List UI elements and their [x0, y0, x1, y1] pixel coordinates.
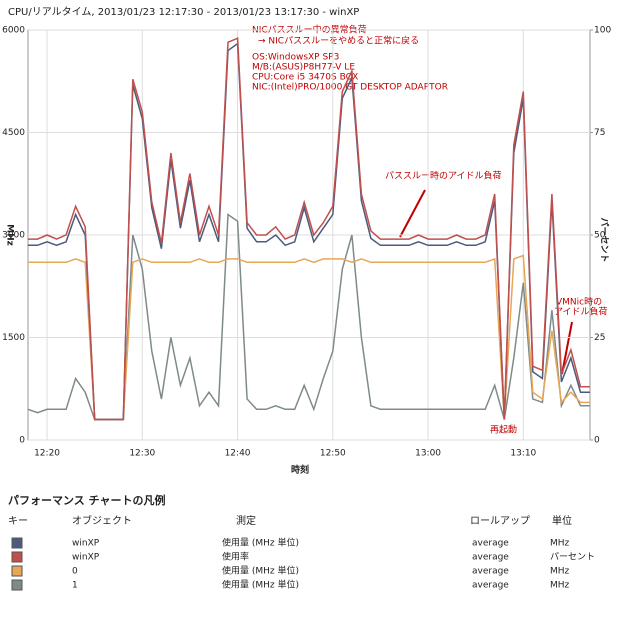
- legend-swatch: [11, 537, 23, 549]
- legend-rollup: average: [472, 539, 509, 549]
- legend-measure: 使用量 (MHz 単位): [222, 537, 299, 549]
- y-axis-label: MHz: [5, 224, 15, 246]
- annotation: M/B:(ASUS)P8H77-V LE: [252, 63, 355, 73]
- legend-header: ロールアップ: [470, 515, 530, 527]
- x-tick-label: 12:30: [129, 449, 155, 459]
- legend-object: 1: [72, 581, 78, 591]
- annotation: 再起動: [490, 425, 517, 436]
- legend-header: オブジェクト: [72, 514, 132, 527]
- legend-swatch: [11, 551, 23, 563]
- legend-unit: MHz: [550, 567, 570, 577]
- y-tick-label: 0: [19, 436, 25, 446]
- legend-unit: MHz: [550, 539, 570, 549]
- y-tick-label: 4500: [2, 128, 25, 138]
- x-tick-label: 13:00: [415, 449, 441, 459]
- legend-title: パフォーマンス チャートの凡例: [8, 493, 166, 507]
- legend-swatch: [11, 579, 23, 591]
- chart-title: CPU/リアルタイム, 2013/01/23 12:17:30 - 2013/0…: [8, 6, 359, 18]
- y2-tick-label: 75: [594, 128, 605, 138]
- series-line: [28, 37, 590, 421]
- y2-axis-label: パーセント: [599, 217, 611, 262]
- legend-header: 測定: [236, 514, 256, 527]
- legend-rollup: average: [472, 581, 509, 591]
- legend-header: キー: [8, 516, 28, 527]
- legend-header: 単位: [552, 514, 572, 527]
- y2-tick-label: 50: [594, 231, 606, 241]
- legend-measure: 使用率: [222, 551, 249, 563]
- y2-tick-label: 25: [594, 333, 605, 343]
- arrow: [561, 321, 573, 375]
- legend-measure: 使用量 (MHz 単位): [222, 579, 299, 591]
- x-axis-label: 時刻: [291, 464, 309, 476]
- legend-object: winXP: [72, 539, 100, 549]
- annotation: VMNic時の: [556, 297, 602, 308]
- y2-tick-label: 0: [594, 436, 600, 446]
- annotation: パススルー時のアイドル負荷: [385, 170, 502, 182]
- y-tick-label: 6000: [2, 26, 25, 36]
- legend-swatch: [11, 565, 23, 577]
- x-tick-label: 12:40: [225, 449, 251, 459]
- legend-object: winXP: [72, 553, 100, 563]
- legend-unit: MHz: [550, 581, 570, 591]
- legend-rollup: average: [472, 553, 509, 563]
- annotation: → NICパススルーをやめると正常に戻る: [258, 35, 419, 47]
- y-tick-label: 1500: [2, 333, 25, 343]
- annotation: CPU:Core i5 3470S BOX: [252, 73, 358, 83]
- annotation: NIC:(Intel)PRO/1000 GT DESKTOP ADAPTOR: [252, 83, 448, 93]
- x-tick-label: 13:10: [510, 449, 536, 459]
- y-tick-label: 3000: [2, 231, 25, 241]
- legend-unit: パーセント: [550, 552, 595, 563]
- arrow: [399, 189, 426, 238]
- legend-rollup: average: [472, 567, 509, 577]
- y2-tick-label: 100: [594, 26, 611, 36]
- annotation: OS:WindowsXP SP3: [252, 53, 339, 63]
- legend-measure: 使用量 (MHz 単位): [222, 565, 299, 577]
- legend-object: 0: [72, 567, 78, 577]
- x-tick-label: 12:50: [320, 449, 346, 459]
- x-tick-label: 12:20: [34, 449, 60, 459]
- annotation: アイドル負荷: [554, 306, 608, 318]
